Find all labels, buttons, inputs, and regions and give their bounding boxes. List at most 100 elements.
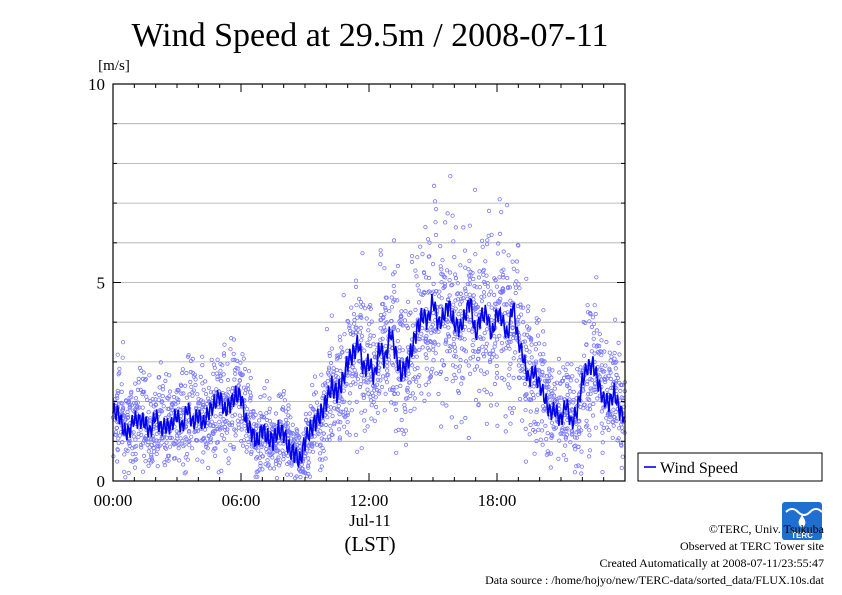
data-point: [181, 391, 186, 396]
data-point: [487, 358, 493, 363]
data-point: [285, 453, 290, 458]
data-point: [306, 471, 311, 477]
data-point: [122, 469, 127, 474]
data-point: [522, 381, 528, 387]
data-point: [497, 275, 502, 280]
data-point: [338, 368, 343, 373]
data-point: [164, 435, 170, 440]
data-point: [267, 406, 272, 411]
data-point: [193, 429, 198, 434]
data-point: [458, 291, 463, 296]
data-point: [466, 267, 471, 272]
data-point: [115, 388, 120, 393]
data-point: [378, 326, 383, 331]
data-point: [219, 425, 224, 431]
data-point: [608, 376, 614, 382]
data-point: [543, 423, 548, 428]
data-point: [208, 440, 213, 445]
data-point: [557, 438, 562, 443]
data-point: [307, 449, 312, 454]
data-point: [572, 435, 578, 440]
data-point: [355, 449, 360, 454]
data-point: [454, 354, 459, 359]
data-point: [495, 251, 500, 256]
data-point: [510, 259, 515, 264]
data-point: [135, 400, 140, 405]
data-point: [522, 339, 528, 344]
data-point: [340, 349, 345, 355]
data-point: [619, 465, 624, 470]
data-point: [149, 436, 154, 442]
data-point: [119, 382, 124, 387]
data-point: [437, 289, 442, 294]
data-point: [600, 450, 605, 455]
data-point: [588, 386, 593, 391]
data-point: [496, 241, 501, 246]
data-point: [432, 199, 438, 204]
data-point: [536, 427, 541, 432]
data-point: [474, 364, 480, 369]
data-point: [191, 388, 196, 393]
data-point: [417, 347, 422, 352]
data-point: [464, 292, 469, 297]
data-point: [285, 425, 291, 430]
data-point: [222, 424, 227, 430]
data-point: [156, 438, 161, 444]
data-point: [459, 381, 464, 386]
data-point: [529, 342, 534, 347]
data-point: [439, 280, 444, 285]
data-point: [270, 422, 275, 427]
data-point: [613, 379, 619, 384]
data-point: [607, 413, 613, 418]
data-point: [347, 370, 352, 375]
data-point: [477, 269, 482, 274]
data-point: [441, 274, 446, 279]
data-point: [480, 244, 485, 249]
data-point: [164, 440, 169, 445]
data-point: [353, 371, 359, 376]
data-point: [402, 318, 407, 323]
data-point: [423, 225, 428, 230]
data-point: [503, 414, 508, 419]
data-point: [281, 452, 286, 457]
data-point: [219, 378, 224, 384]
data-point: [415, 375, 421, 380]
data-point: [568, 440, 573, 445]
data-point: [200, 459, 205, 464]
data-point: [359, 333, 365, 339]
data-point: [384, 380, 390, 385]
data-point: [552, 386, 557, 391]
data-point: [216, 404, 221, 410]
data-point: [310, 406, 315, 411]
data-point: [515, 269, 520, 274]
data-point: [383, 391, 388, 396]
data-point: [251, 408, 256, 414]
data-point: [484, 389, 489, 395]
data-point: [414, 354, 419, 359]
data-point: [612, 350, 617, 356]
data-point: [160, 436, 166, 441]
data-point: [299, 466, 304, 471]
data-point: [137, 365, 142, 371]
data-point: [310, 441, 315, 446]
data-point: [430, 347, 436, 352]
data-point: [162, 463, 167, 468]
data-point: [520, 340, 526, 345]
data-point: [196, 401, 201, 406]
data-point: [348, 328, 353, 333]
data-point: [395, 391, 401, 396]
data-point: [303, 411, 308, 417]
data-point: [128, 458, 133, 463]
data-point: [488, 403, 494, 408]
data-point: [497, 231, 503, 236]
data-point: [212, 365, 217, 370]
data-point: [195, 457, 200, 462]
data-point: [408, 408, 413, 414]
data-point: [388, 319, 394, 324]
data-point: [601, 425, 606, 430]
data-point: [436, 294, 442, 299]
data-point: [359, 338, 364, 343]
data-point: [533, 421, 538, 426]
data-point: [181, 462, 186, 467]
data-point: [211, 448, 216, 453]
